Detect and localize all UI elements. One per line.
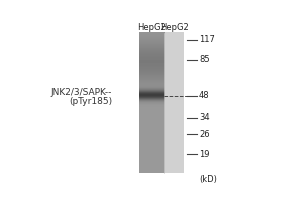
Text: HepG2: HepG2 — [137, 23, 166, 32]
Text: 19: 19 — [199, 150, 210, 159]
Text: 26: 26 — [199, 130, 210, 139]
Text: 48: 48 — [199, 91, 210, 100]
Text: 85: 85 — [199, 55, 210, 64]
Text: 34: 34 — [199, 113, 210, 122]
Text: (kD): (kD) — [199, 175, 217, 184]
Text: JNK2/3/SAPK--: JNK2/3/SAPK-- — [50, 88, 112, 97]
Text: HepG2: HepG2 — [160, 23, 188, 32]
Text: 117: 117 — [199, 35, 215, 44]
Text: (pTyr185): (pTyr185) — [69, 97, 112, 106]
